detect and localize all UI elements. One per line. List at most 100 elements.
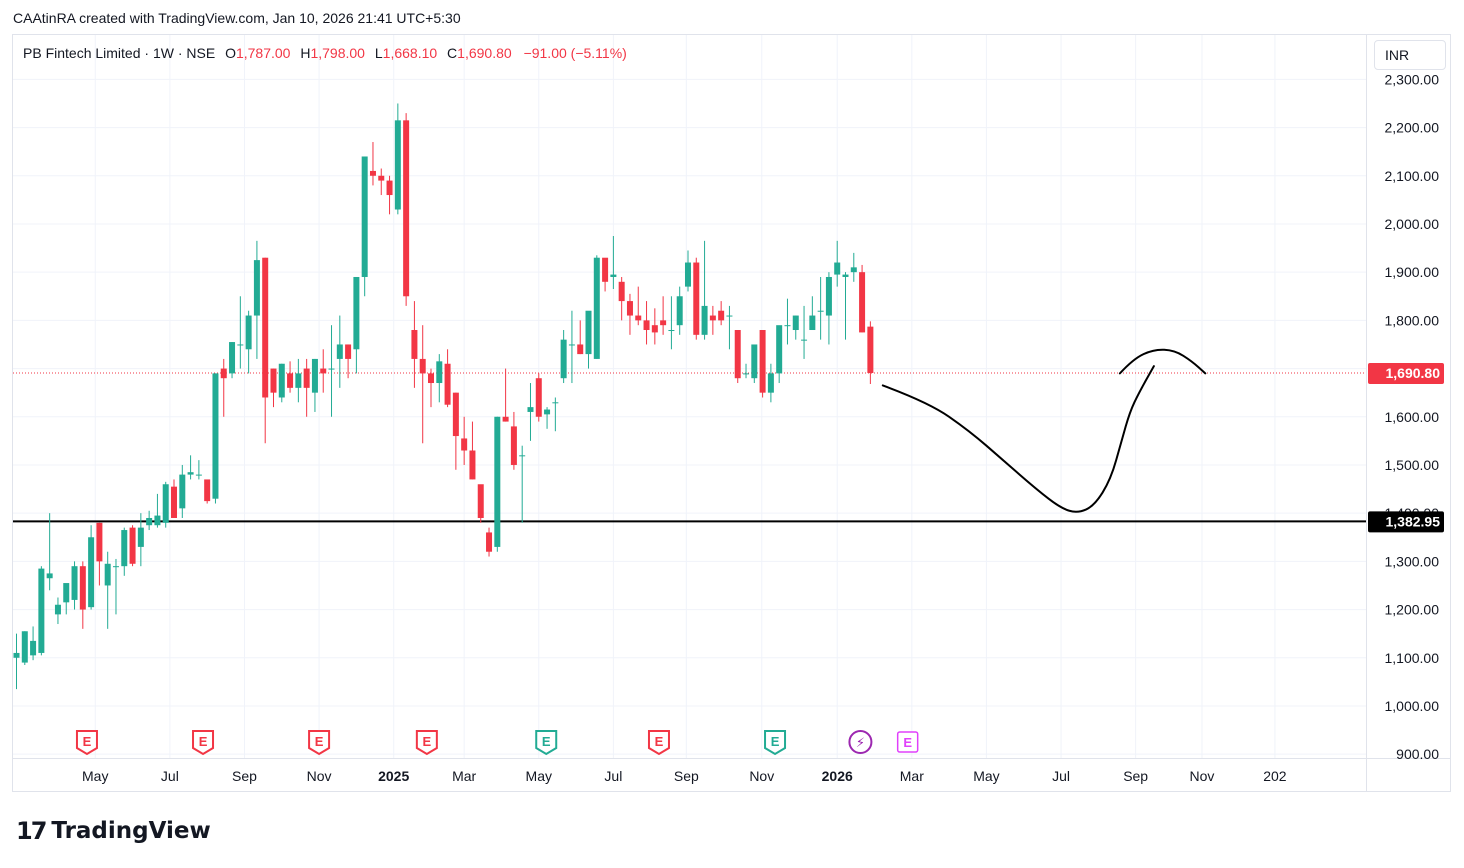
candle <box>46 513 53 591</box>
candle <box>212 373 219 504</box>
earnings-letter: E <box>542 734 551 749</box>
currency-selector[interactable]: INR <box>1374 40 1446 70</box>
candle-body <box>21 631 28 663</box>
candle <box>204 479 211 504</box>
candle <box>842 272 849 340</box>
candle-body <box>784 325 791 327</box>
candle-body <box>660 320 667 326</box>
candle <box>502 368 509 422</box>
candle-body <box>46 573 53 579</box>
candle <box>859 264 866 333</box>
time-axis: May Jul Sep Nov 2025 Mar May Jul Sep Nov 2026 Mar Ma… <box>82 768 1287 784</box>
candle <box>104 551 111 629</box>
drawing-cap <box>1118 348 1207 375</box>
candle-body <box>411 330 418 359</box>
price-tick-label: 2,000.00 <box>1385 216 1440 232</box>
close-label: C <box>447 45 458 61</box>
candle-body <box>121 530 128 567</box>
candle <box>237 296 244 369</box>
candle-body <box>137 527 144 547</box>
price-tick-label: 1,100.00 <box>1385 650 1440 666</box>
candle <box>336 315 343 388</box>
candle-body <box>734 330 741 379</box>
candle <box>651 308 658 345</box>
candle-body <box>30 640 37 656</box>
candle <box>527 383 534 441</box>
tradingview-logo-icon: 17 <box>16 817 47 845</box>
candle-body <box>743 373 750 375</box>
candle-body <box>610 274 617 277</box>
candle-body <box>461 438 468 451</box>
earnings-marker <box>75 730 98 756</box>
candle-body <box>767 373 774 393</box>
chart-credit: CAAtinRA created with TradingView.com, J… <box>13 10 461 26</box>
candle-body <box>162 484 169 523</box>
candle-body <box>585 310 592 355</box>
candle-body <box>112 566 119 568</box>
candle-body <box>668 330 675 332</box>
earnings-icon[interactable]: E <box>192 730 215 756</box>
candle <box>718 301 725 326</box>
candle-body <box>577 344 584 355</box>
support-price-badge-bg <box>1368 511 1444 533</box>
candle <box>187 455 194 480</box>
candle <box>63 583 70 615</box>
candle-body <box>369 170 376 176</box>
candle <box>129 525 136 567</box>
earnings-icon[interactable]: E <box>764 730 787 756</box>
candle <box>577 320 584 355</box>
candle-body <box>494 416 501 547</box>
time-tick-label: Jul <box>161 768 179 784</box>
candle <box>71 561 78 610</box>
earnings-icon[interactable]: E <box>75 730 98 756</box>
candle-body <box>684 262 691 287</box>
candle <box>311 358 318 412</box>
candle-body <box>311 358 318 393</box>
candle <box>660 296 667 335</box>
candle-body <box>345 344 352 359</box>
earnings-icon[interactable]: E <box>896 731 919 753</box>
candle <box>486 527 493 557</box>
time-tick-label: Mar <box>452 768 476 784</box>
earnings-icon[interactable]: E <box>308 730 331 756</box>
candle-body <box>38 568 45 653</box>
event-markers: E E E E E E E ⚡ E <box>75 730 919 756</box>
candle-body <box>394 120 401 210</box>
candle-body <box>353 276 360 350</box>
candle <box>693 257 700 340</box>
candle <box>436 354 443 403</box>
candle-body <box>519 455 526 457</box>
candle <box>428 368 434 408</box>
candle <box>461 416 468 465</box>
candle <box>195 460 202 480</box>
candle-body <box>751 344 758 379</box>
price-tick-label: 1,600.00 <box>1385 409 1440 425</box>
candle-body <box>96 522 103 562</box>
candle-body <box>220 368 227 379</box>
candle-body <box>502 416 509 422</box>
earnings-letter: E <box>315 734 324 749</box>
candle-body <box>867 326 874 373</box>
earnings-icon[interactable]: E <box>535 730 558 756</box>
time-tick-label: 202 <box>1263 768 1287 784</box>
candle-body <box>187 472 194 475</box>
candle-body <box>544 409 551 415</box>
earnings-icon[interactable]: E <box>415 730 438 756</box>
candle <box>560 330 567 384</box>
candle <box>792 315 799 340</box>
candle <box>220 358 227 417</box>
candle <box>510 411 517 470</box>
candle <box>320 349 327 393</box>
candle <box>809 296 816 331</box>
candle-body <box>79 566 86 610</box>
tradingview-brand[interactable]: 17 TradingView <box>16 816 211 846</box>
candle-body <box>602 257 609 282</box>
dividend-icon[interactable]: ⚡ <box>848 730 873 754</box>
candle <box>361 156 368 297</box>
candle-body <box>801 339 808 341</box>
chart-frame[interactable] <box>12 34 1451 792</box>
earnings-marker <box>192 730 215 756</box>
earnings-icon[interactable]: E <box>647 730 670 756</box>
candle-body <box>850 267 857 273</box>
